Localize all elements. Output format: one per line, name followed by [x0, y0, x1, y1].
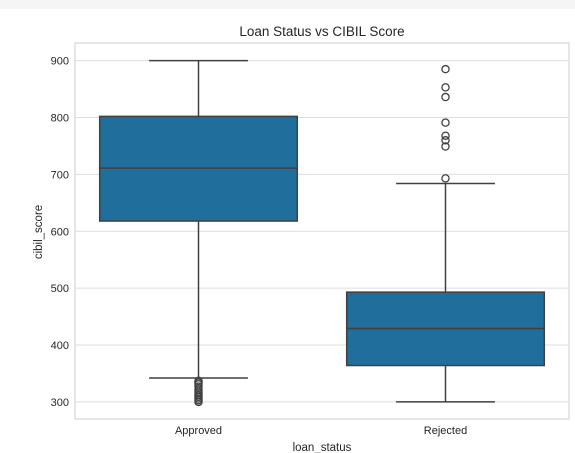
outlier-point: [441, 64, 450, 74]
outlier-point: [194, 397, 203, 407]
box-approved: [98, 59, 299, 407]
outlier-point: [441, 92, 450, 102]
y-tick-label: 900: [51, 56, 69, 68]
y-axis-title: cibil_score: [33, 205, 45, 259]
y-tick-label: 500: [51, 283, 69, 295]
outlier-point: [441, 136, 450, 145]
box-series: [98, 59, 546, 407]
x-axis-title: loan_status: [293, 442, 352, 453]
window-top-strip: [0, 0, 575, 9]
chart-title: Loan Status vs CIBIL Score: [239, 24, 404, 39]
x-tick-label: Approved: [175, 425, 222, 437]
y-tick-label: 800: [51, 113, 69, 125]
y-tick-label: 600: [51, 226, 69, 238]
outlier-point: [441, 83, 450, 92]
outlier-point: [441, 131, 450, 140]
box-rejected: [345, 64, 546, 403]
y-tick-label: 400: [51, 340, 69, 352]
x-tick-label: Rejected: [424, 425, 467, 437]
y-tick-label: 300: [51, 397, 69, 409]
outlier-point: [441, 118, 450, 127]
outlier-point: [441, 142, 450, 151]
x-axis-ticks: Approved Rejected: [175, 425, 467, 437]
y-axis-ticks: 300 400 500 600 700 800 900: [51, 56, 69, 409]
y-tick-label: 700: [51, 169, 69, 181]
outlier-point: [441, 174, 450, 183]
